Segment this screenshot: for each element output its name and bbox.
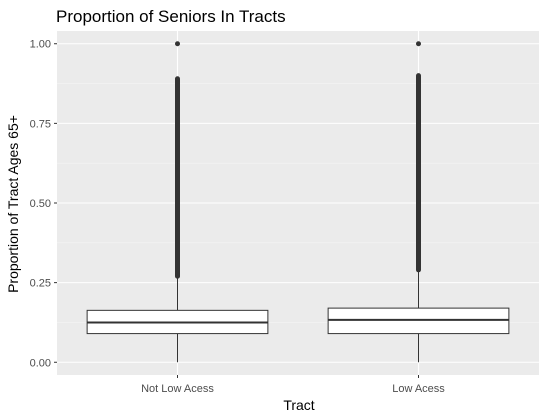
box-group: [86, 41, 269, 363]
outlier-point: [416, 41, 421, 47]
y-axis-title: Proportion of Tract Ages 65+: [5, 115, 21, 293]
y-tick-label: 0.75: [30, 118, 51, 130]
y-tick-label: 0.50: [30, 198, 51, 210]
y-tick-label: 0.00: [30, 357, 51, 369]
box-group: [327, 41, 510, 363]
x-tick-label: Low Acess: [392, 383, 445, 395]
y-tick-label: 1.00: [30, 39, 51, 51]
y-axis: 0.00 0.25 0.50 0.75 1.00: [30, 39, 57, 369]
outlier-point: [175, 41, 180, 47]
chart-title: Proportion of Seniors In Tracts: [56, 7, 286, 26]
x-axis: Not Low Acess Low Acess: [141, 375, 445, 395]
x-axis-title: Tract: [283, 397, 314, 413]
x-tick-label: Not Low Acess: [141, 383, 214, 395]
boxplot-series: [86, 41, 510, 363]
y-tick-label: 0.25: [30, 278, 51, 290]
